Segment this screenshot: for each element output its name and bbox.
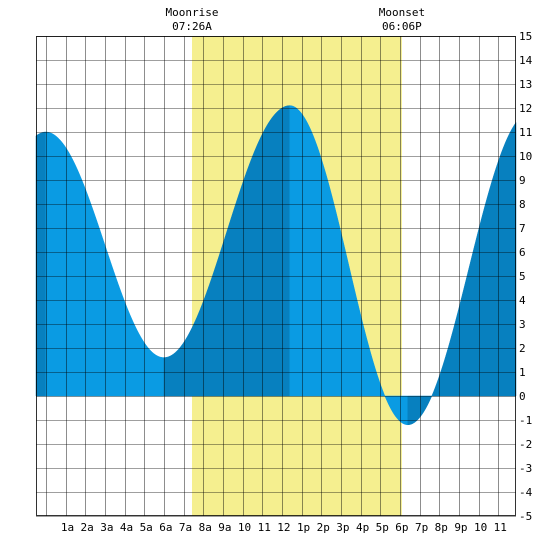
tide-area bbox=[35, 105, 517, 426]
tide-segment-rising-2 bbox=[163, 105, 291, 397]
y-tick-label: 4 bbox=[519, 294, 526, 307]
moonrise-label: Moonrise bbox=[166, 6, 219, 19]
y-tick-label: -5 bbox=[519, 510, 532, 523]
y-tick-label: 6 bbox=[519, 246, 526, 259]
tide-segment-rising-0 bbox=[35, 131, 47, 397]
y-tick-label: -3 bbox=[519, 462, 532, 475]
moonset-label: Moonset bbox=[379, 6, 425, 19]
x-tick-label: 2a bbox=[81, 521, 94, 534]
y-tick-label: 7 bbox=[519, 222, 526, 235]
y-tick-label: 3 bbox=[519, 318, 526, 331]
x-tick-label: 5a bbox=[140, 521, 153, 534]
x-tick-label: 4p bbox=[356, 521, 369, 534]
moonset-time: 06:06P bbox=[382, 20, 422, 33]
x-tick-labels: 1a 2a 3a 4a 5a 6a 7a 8a 9a 10 11 12 1p 2p 3p 4p 5p 6p 7p 8p… bbox=[61, 521, 507, 534]
plot-frame bbox=[36, 36, 516, 516]
x-tick-label: 9p bbox=[454, 521, 467, 534]
moonrise-time: 07:26A bbox=[172, 20, 212, 33]
y-tick-label: -2 bbox=[519, 438, 532, 451]
x-tick-label: 1a bbox=[61, 521, 74, 534]
y-tick-label: 14 bbox=[519, 54, 533, 67]
x-tick-label: 7p bbox=[415, 521, 428, 534]
y-tick-label: 10 bbox=[519, 150, 532, 163]
y-tick-label: 13 bbox=[519, 78, 532, 91]
x-tick-label: 1p bbox=[297, 521, 310, 534]
x-tick-label: 8p bbox=[435, 521, 448, 534]
y-tick-label: 5 bbox=[519, 270, 526, 283]
x-tick-label: 11 bbox=[494, 521, 507, 534]
x-tick-label: 10 bbox=[238, 521, 251, 534]
y-tick-label: 0 bbox=[519, 390, 526, 403]
x-tick-label: 8a bbox=[199, 521, 212, 534]
x-tick-label: 9a bbox=[218, 521, 231, 534]
y-tick-label: -1 bbox=[519, 414, 532, 427]
x-tick-label: 3a bbox=[100, 521, 113, 534]
y-tick-label: 8 bbox=[519, 198, 526, 211]
x-tick-label: 10 bbox=[474, 521, 487, 534]
y-tick-label: 2 bbox=[519, 342, 526, 355]
x-tick-label: 5p bbox=[376, 521, 389, 534]
tide-segment-falling-3 bbox=[289, 105, 409, 426]
y-tick-label: 9 bbox=[519, 174, 526, 187]
x-tick-label: 12 bbox=[277, 521, 290, 534]
x-tick-label: 3p bbox=[336, 521, 349, 534]
x-tick-label: 4a bbox=[120, 521, 133, 534]
y-tick-label: -4 bbox=[519, 486, 533, 499]
y-tick-label: 11 bbox=[519, 126, 532, 139]
x-tick-label: 6a bbox=[159, 521, 172, 534]
x-tick-label: 6p bbox=[395, 521, 408, 534]
x-tick-label: 11 bbox=[258, 521, 271, 534]
y-tick-label: 12 bbox=[519, 102, 532, 115]
x-tick-label: 2p bbox=[317, 521, 330, 534]
x-tick-label: 7a bbox=[179, 521, 192, 534]
y-tick-label: 15 bbox=[519, 30, 532, 43]
grid bbox=[36, 36, 516, 517]
y-tick-label: 1 bbox=[519, 366, 526, 379]
